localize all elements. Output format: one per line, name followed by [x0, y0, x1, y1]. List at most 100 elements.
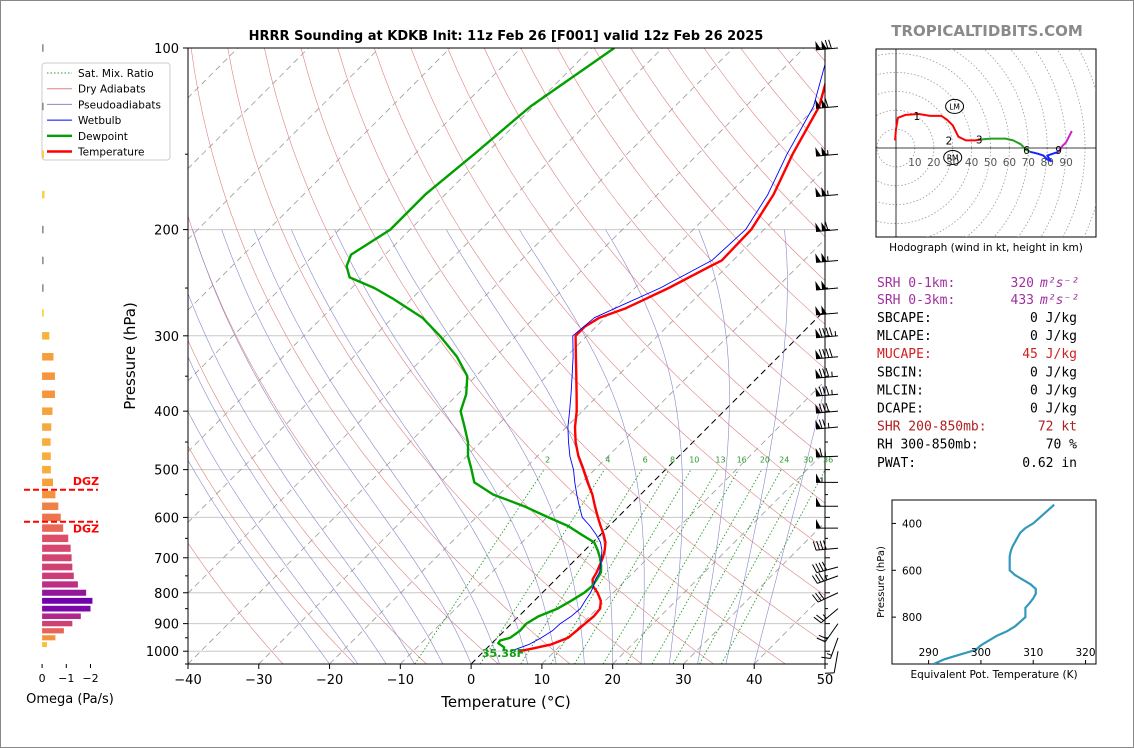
skewt-axes: −40 −30 −20 −10 0 10 20 30 40 50 100 200 300 400 500 60…	[146, 42, 833, 688]
x-tick-label: 10	[534, 673, 551, 688]
skewt-legend: Sat. Mix. Ratio Dry Adiabats Pseudoadiabat…	[41, 62, 171, 161]
barb-full	[828, 348, 833, 358]
omega-bar	[42, 554, 72, 562]
srh-value: 320	[1011, 276, 1034, 291]
omega-bar	[42, 423, 52, 431]
barb-flag	[815, 369, 822, 379]
theta-e-x-tick-label: 320	[1076, 647, 1096, 659]
isotherm-line	[258, 97, 825, 664]
wind-barb	[815, 327, 839, 339]
isotherm-line	[188, 48, 663, 524]
barb-full	[815, 593, 822, 601]
wind-barb	[815, 221, 839, 233]
barb-flag	[815, 404, 822, 414]
x-tick-label: 20	[604, 673, 621, 688]
barb-flag	[815, 187, 822, 197]
barb-full	[818, 573, 825, 582]
barb-full	[822, 386, 826, 396]
mixing-ratio-label: 20	[760, 455, 770, 464]
wind-barb	[812, 561, 839, 574]
dry-adiabat	[447, 48, 825, 504]
y-tick-label: 700	[154, 552, 179, 567]
hodo-trace	[1057, 130, 1073, 153]
watermark: TROPICALTIDBITS.COM	[891, 22, 1083, 40]
isotherm-line	[188, 48, 734, 594]
barb-full	[824, 98, 829, 108]
dry-adiabat	[188, 542, 284, 664]
index-value: 70 %	[1046, 438, 1077, 453]
omega-bar	[42, 44, 44, 52]
mixing-ratio-label: 4	[605, 455, 610, 464]
pseudoadiabat	[605, 229, 683, 664]
index-label: MLCAPE:	[877, 329, 932, 344]
index-value: 45 J/kg	[1022, 347, 1077, 362]
wind-barb	[813, 608, 839, 624]
omega-bar	[42, 642, 47, 648]
y-tick-label: 200	[154, 224, 179, 239]
mixing-ratio-line	[672, 469, 782, 664]
index-label: RH 300-850mb:	[877, 438, 979, 453]
omega-bar	[42, 102, 44, 111]
barb-full	[818, 328, 823, 338]
omega-bar	[42, 284, 44, 292]
isotherm-line	[329, 167, 825, 664]
isotherm-line	[188, 48, 592, 453]
wind-barbs	[811, 39, 839, 674]
barb-full	[815, 563, 821, 573]
omega-bar	[42, 635, 56, 641]
barb-staff	[815, 455, 839, 458]
barb-staff	[817, 575, 839, 584]
hodo-ring-label: 10	[908, 157, 921, 169]
barb-full	[818, 403, 823, 413]
barb-full	[822, 368, 826, 378]
mixing-ratio-label: 6	[643, 455, 648, 464]
barb-full	[822, 419, 826, 429]
mixing-ratio-label: 30	[803, 455, 813, 464]
srh-label: SRH 0-1km:	[877, 276, 955, 291]
y-tick-label: 100	[154, 42, 179, 57]
barb-staff	[816, 375, 839, 379]
theta-e-x-tick-label: 290	[919, 647, 939, 659]
barb-staff	[824, 623, 839, 642]
theta-e-y-tick-label: 400	[902, 518, 922, 530]
storm-motion-label: LM	[949, 102, 960, 111]
barb-full	[822, 348, 826, 359]
mixing-ratio-label: 16	[737, 455, 747, 464]
theta-e-profile	[933, 503, 1055, 664]
barb-full	[811, 575, 818, 584]
barb-flag	[815, 40, 822, 50]
omega-bar	[42, 628, 64, 634]
pseudoadiabat	[725, 229, 788, 664]
barb-full	[818, 386, 823, 396]
dry-adiabat	[593, 48, 825, 325]
omega-bar	[42, 544, 71, 552]
legend-entry: Wetbulb	[78, 115, 122, 127]
dgz-label: DGZ	[73, 523, 99, 536]
wind-barb	[811, 573, 839, 584]
wind-barb	[816, 623, 839, 643]
barb-flag	[815, 387, 822, 397]
pseudoadiabat	[334, 229, 557, 664]
barb-full	[822, 403, 826, 413]
barb-full	[818, 368, 823, 378]
barb-full	[824, 221, 829, 231]
barb-full	[816, 614, 825, 621]
legend-entry: Sat. Mix. Ratio	[78, 68, 154, 80]
omega-bar	[42, 597, 93, 604]
omega-bar	[42, 372, 55, 380]
hodo-ring-label: 60	[1003, 157, 1016, 169]
wind-barb	[815, 146, 839, 157]
storm-motion-marker	[943, 149, 963, 165]
dry-adiabat	[374, 48, 825, 596]
isotherm-line	[188, 48, 380, 240]
skewt-background-lines	[188, 48, 825, 664]
barb-flag	[821, 187, 828, 196]
barb-flag	[816, 497, 821, 507]
barb-full	[828, 327, 833, 337]
barb-full	[819, 540, 824, 550]
index-label: MUCAPE:	[877, 347, 932, 362]
y-tick-label: 500	[154, 464, 179, 479]
barb-full	[821, 561, 828, 571]
